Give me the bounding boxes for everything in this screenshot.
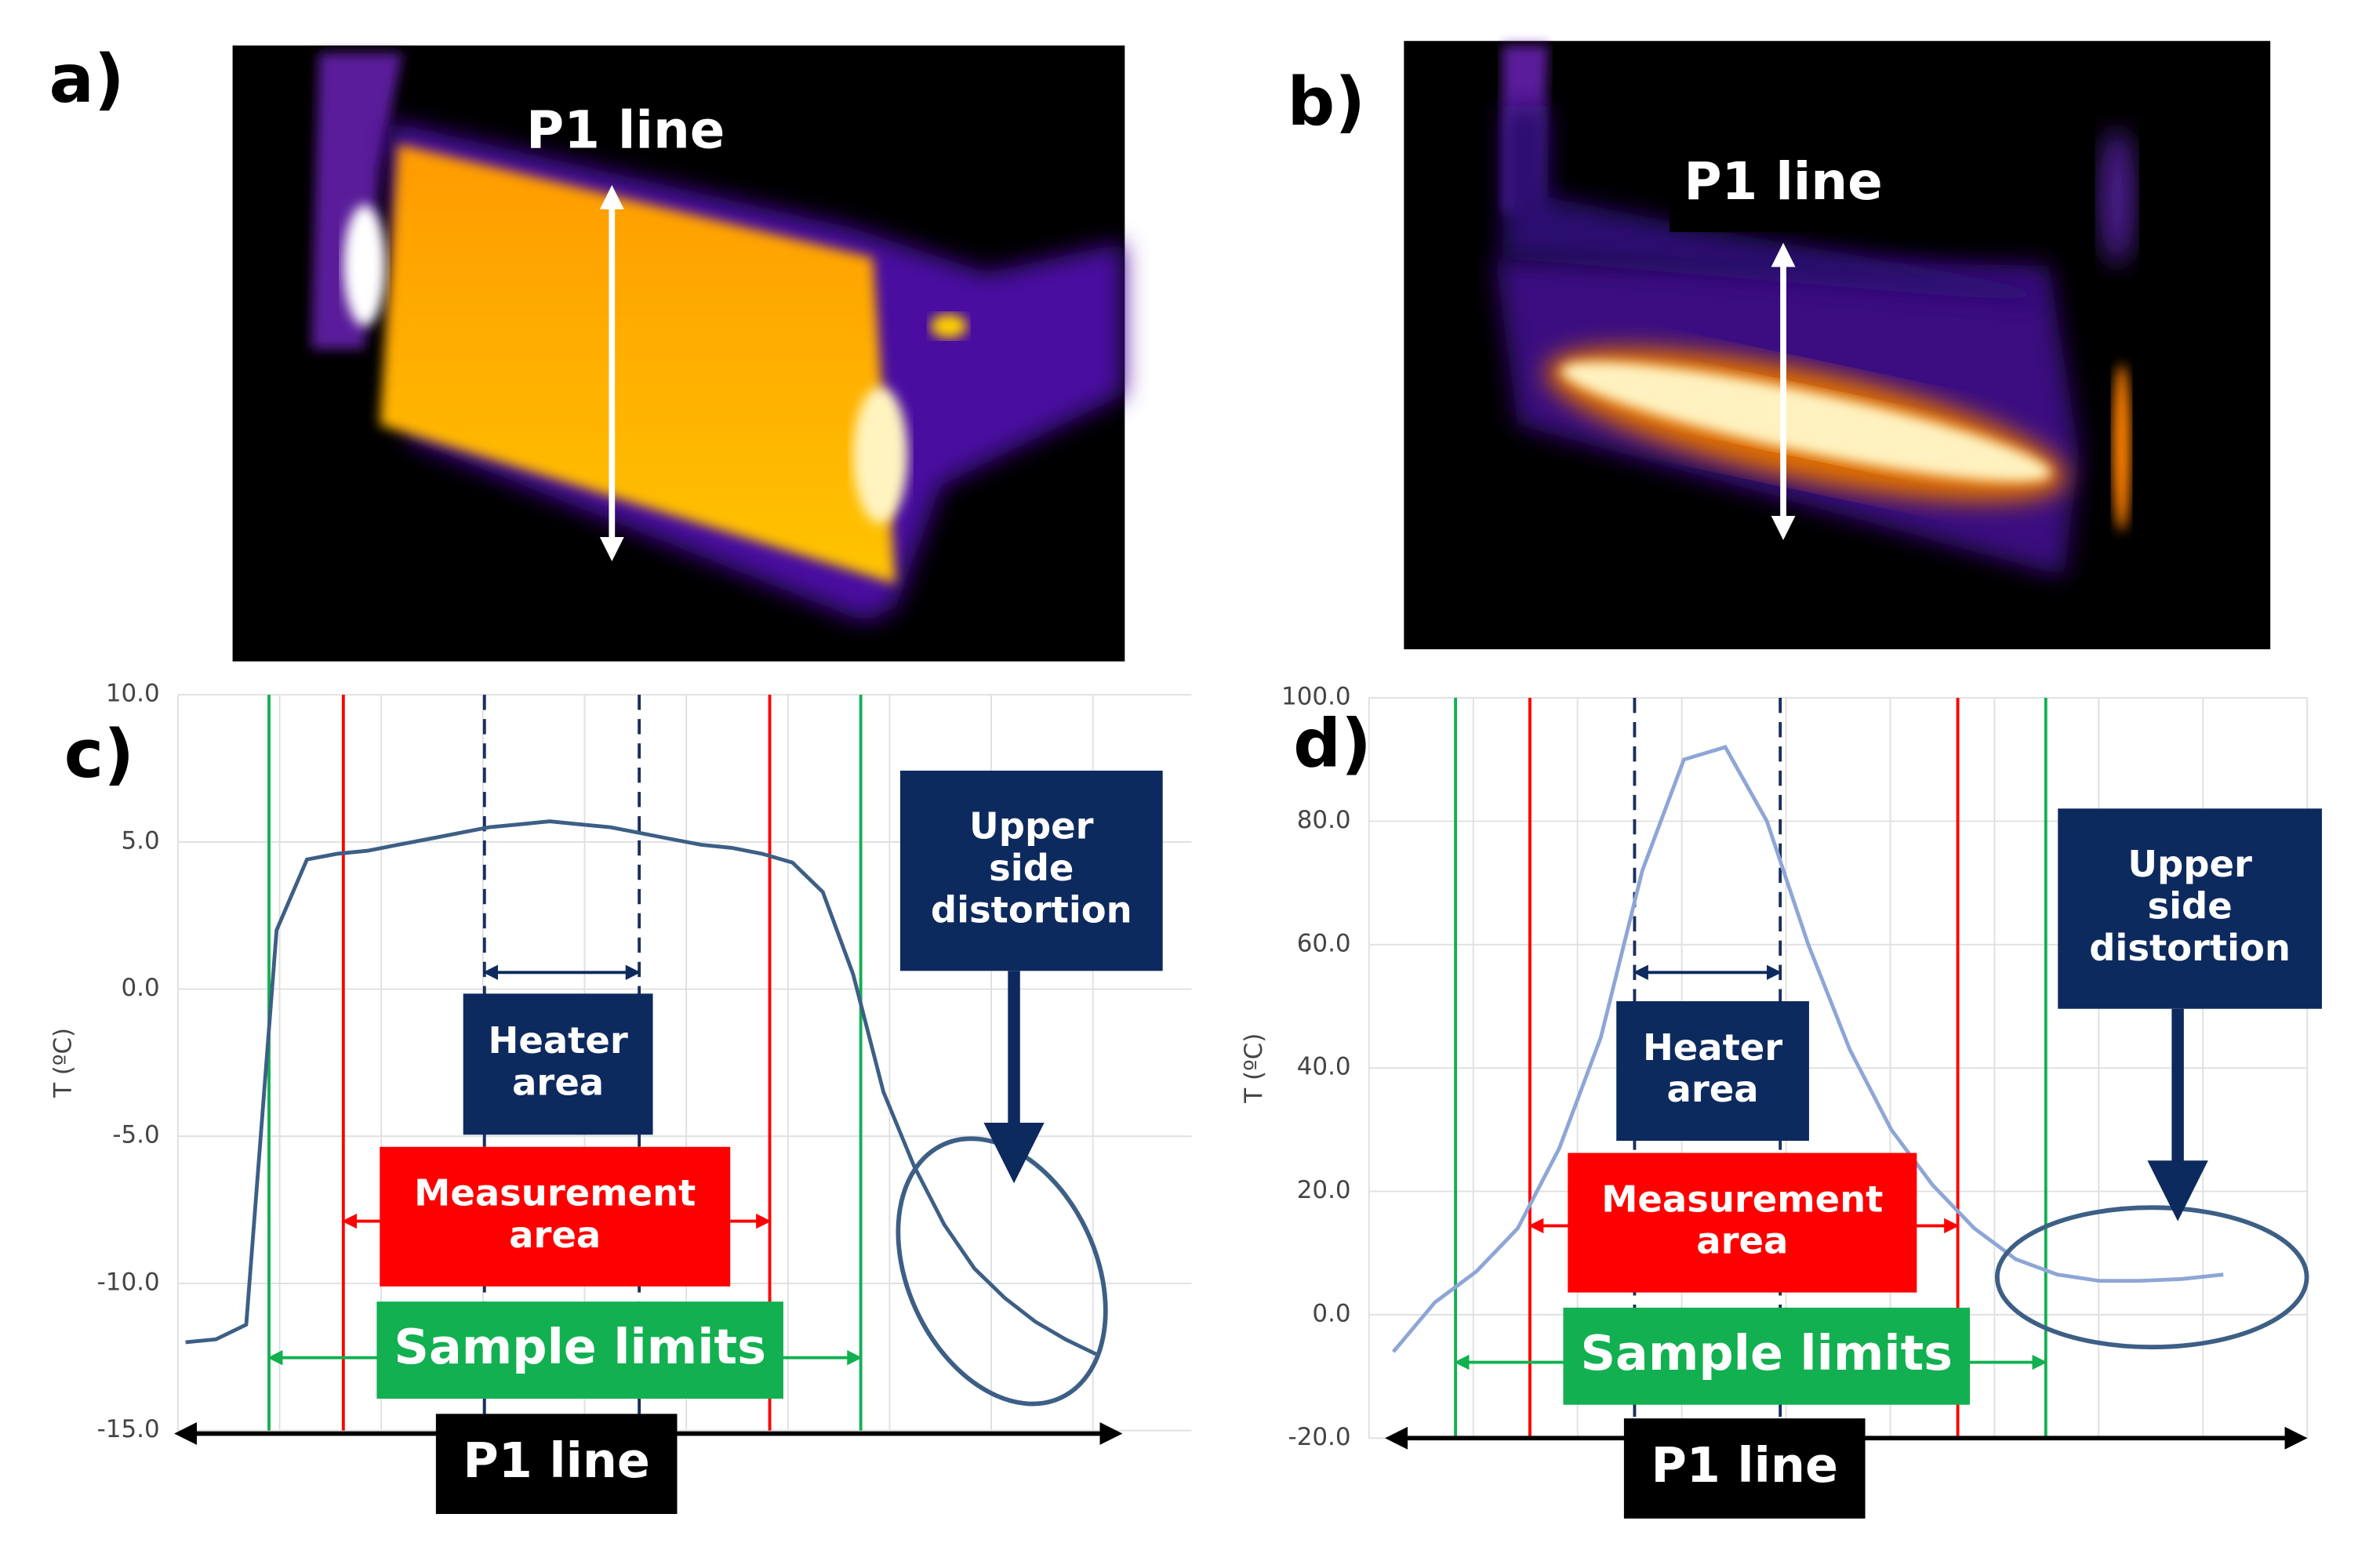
distortion-box	[899, 770, 1163, 971]
p1-line-text: P1 line	[1651, 1437, 1838, 1494]
heater-text: Heater	[1643, 1026, 1782, 1069]
distortion-text: distortion	[931, 889, 1132, 931]
heater-text: area	[512, 1062, 604, 1104]
y-tick-label: -20.0	[1288, 1423, 1351, 1451]
y-tick-label: 40.0	[1297, 1053, 1351, 1081]
distortion-text: side	[989, 847, 1074, 889]
measurement-box	[1568, 1153, 1917, 1293]
y-tick-label: -5.0	[112, 1121, 159, 1149]
p1-line-text: P1 line	[463, 1432, 650, 1489]
heater-box	[1616, 1001, 1809, 1142]
panel-label: c)	[64, 716, 134, 793]
y-tick-label: 0.0	[1312, 1299, 1350, 1327]
heater-text: Heater	[489, 1019, 628, 1062]
thermal-image-a	[232, 45, 1125, 662]
sample-box	[1563, 1307, 1971, 1405]
heater-text: area	[1667, 1068, 1759, 1110]
image-label: P1 line	[526, 100, 725, 160]
sample-box	[376, 1301, 783, 1399]
y-axis-label: T (ºC)	[1240, 1033, 1268, 1104]
image-label: P1 line	[1684, 151, 1882, 212]
y-tick-label: 20.0	[1297, 1176, 1351, 1204]
data-line	[185, 819, 1097, 1356]
p1-line-box	[435, 1414, 678, 1515]
measurement-box	[380, 1146, 731, 1287]
y-tick-label: 5.0	[122, 826, 160, 855]
measurement-text: Measurement	[414, 1172, 696, 1214]
sample-text: Sample limits	[394, 1319, 766, 1375]
y-axis-label: T (ºC)	[49, 1028, 77, 1098]
measurement-text: area	[1696, 1220, 1788, 1262]
y-tick-label: -15.0	[97, 1415, 160, 1443]
y-tick-label: 60.0	[1297, 929, 1351, 957]
thermal-image-b	[1404, 41, 2271, 650]
p1-line-box	[1623, 1418, 1866, 1519]
y-tick-label: 0.0	[122, 974, 160, 1002]
heater-box	[463, 993, 653, 1135]
distortion-ellipse	[896, 1136, 1108, 1407]
distortion-text: Upper	[969, 805, 1094, 848]
measurement-text: Measurement	[1601, 1178, 1883, 1220]
panel-label: b)	[1287, 64, 1365, 141]
y-tick-label: 10.0	[106, 680, 160, 708]
distortion-ellipse	[1994, 1205, 2309, 1350]
distortion-text: Upper	[2127, 843, 2252, 885]
distortion-text: side	[2147, 884, 2232, 927]
y-tick-label: -10.0	[97, 1268, 160, 1296]
panel-label: a)	[49, 41, 124, 118]
data-line	[1391, 745, 2224, 1353]
distortion-box	[2058, 808, 2322, 1009]
distortion-text: distortion	[2089, 927, 2291, 969]
y-tick-label: 100.0	[1281, 683, 1351, 711]
measurement-text: area	[509, 1214, 601, 1256]
y-tick-label: 80.0	[1297, 806, 1351, 834]
sample-text: Sample limits	[1580, 1325, 1953, 1381]
panel-label: d)	[1293, 705, 1372, 782]
